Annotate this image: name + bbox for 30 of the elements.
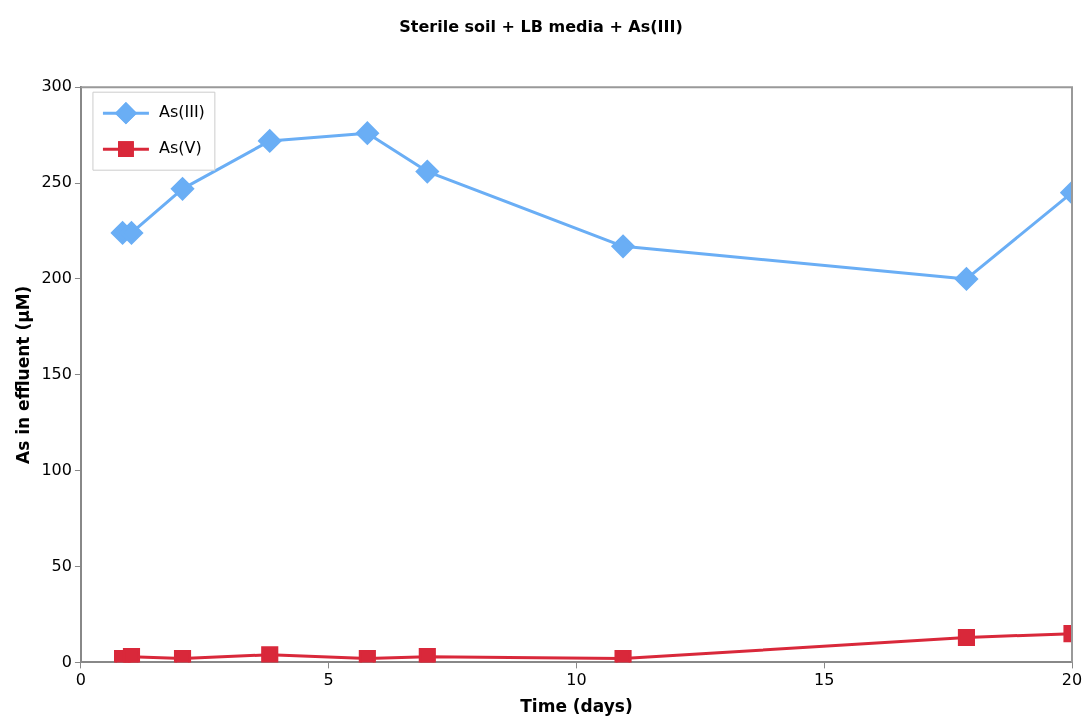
point [614, 649, 632, 663]
legend-label: As(III) [158, 102, 205, 122]
y-tick-label: 200 [41, 268, 72, 288]
point [415, 160, 439, 184]
x-axis-title: Time (days) [520, 696, 633, 717]
x-tick-label: 15 [814, 670, 835, 690]
x-tick-label: 0 [75, 670, 87, 690]
point [358, 649, 376, 663]
y-tick-label: 0 [61, 651, 72, 671]
legend-label: As(V) [158, 138, 202, 158]
x-tick-label: 10 [566, 670, 587, 690]
y-tick-label: 150 [41, 363, 72, 383]
point [171, 177, 195, 201]
point [611, 234, 635, 258]
point [258, 129, 282, 153]
point [261, 646, 279, 663]
point [173, 649, 192, 663]
y-tick-label: 250 [41, 172, 72, 192]
y-axis-title: As in effluent (µM) [12, 285, 33, 464]
y-tick-label: 100 [41, 459, 72, 479]
y-tick-label: 50 [51, 555, 72, 575]
y-tick-label: 300 [41, 76, 72, 96]
point [122, 648, 141, 663]
x-tick-label: 5 [323, 670, 334, 690]
point [418, 648, 436, 663]
point [957, 628, 976, 647]
point [355, 121, 379, 145]
point [954, 267, 978, 291]
chart-title: Sterile soil + LB media + As(III) [399, 16, 683, 36]
x-tick-label: 20 [1061, 670, 1083, 690]
